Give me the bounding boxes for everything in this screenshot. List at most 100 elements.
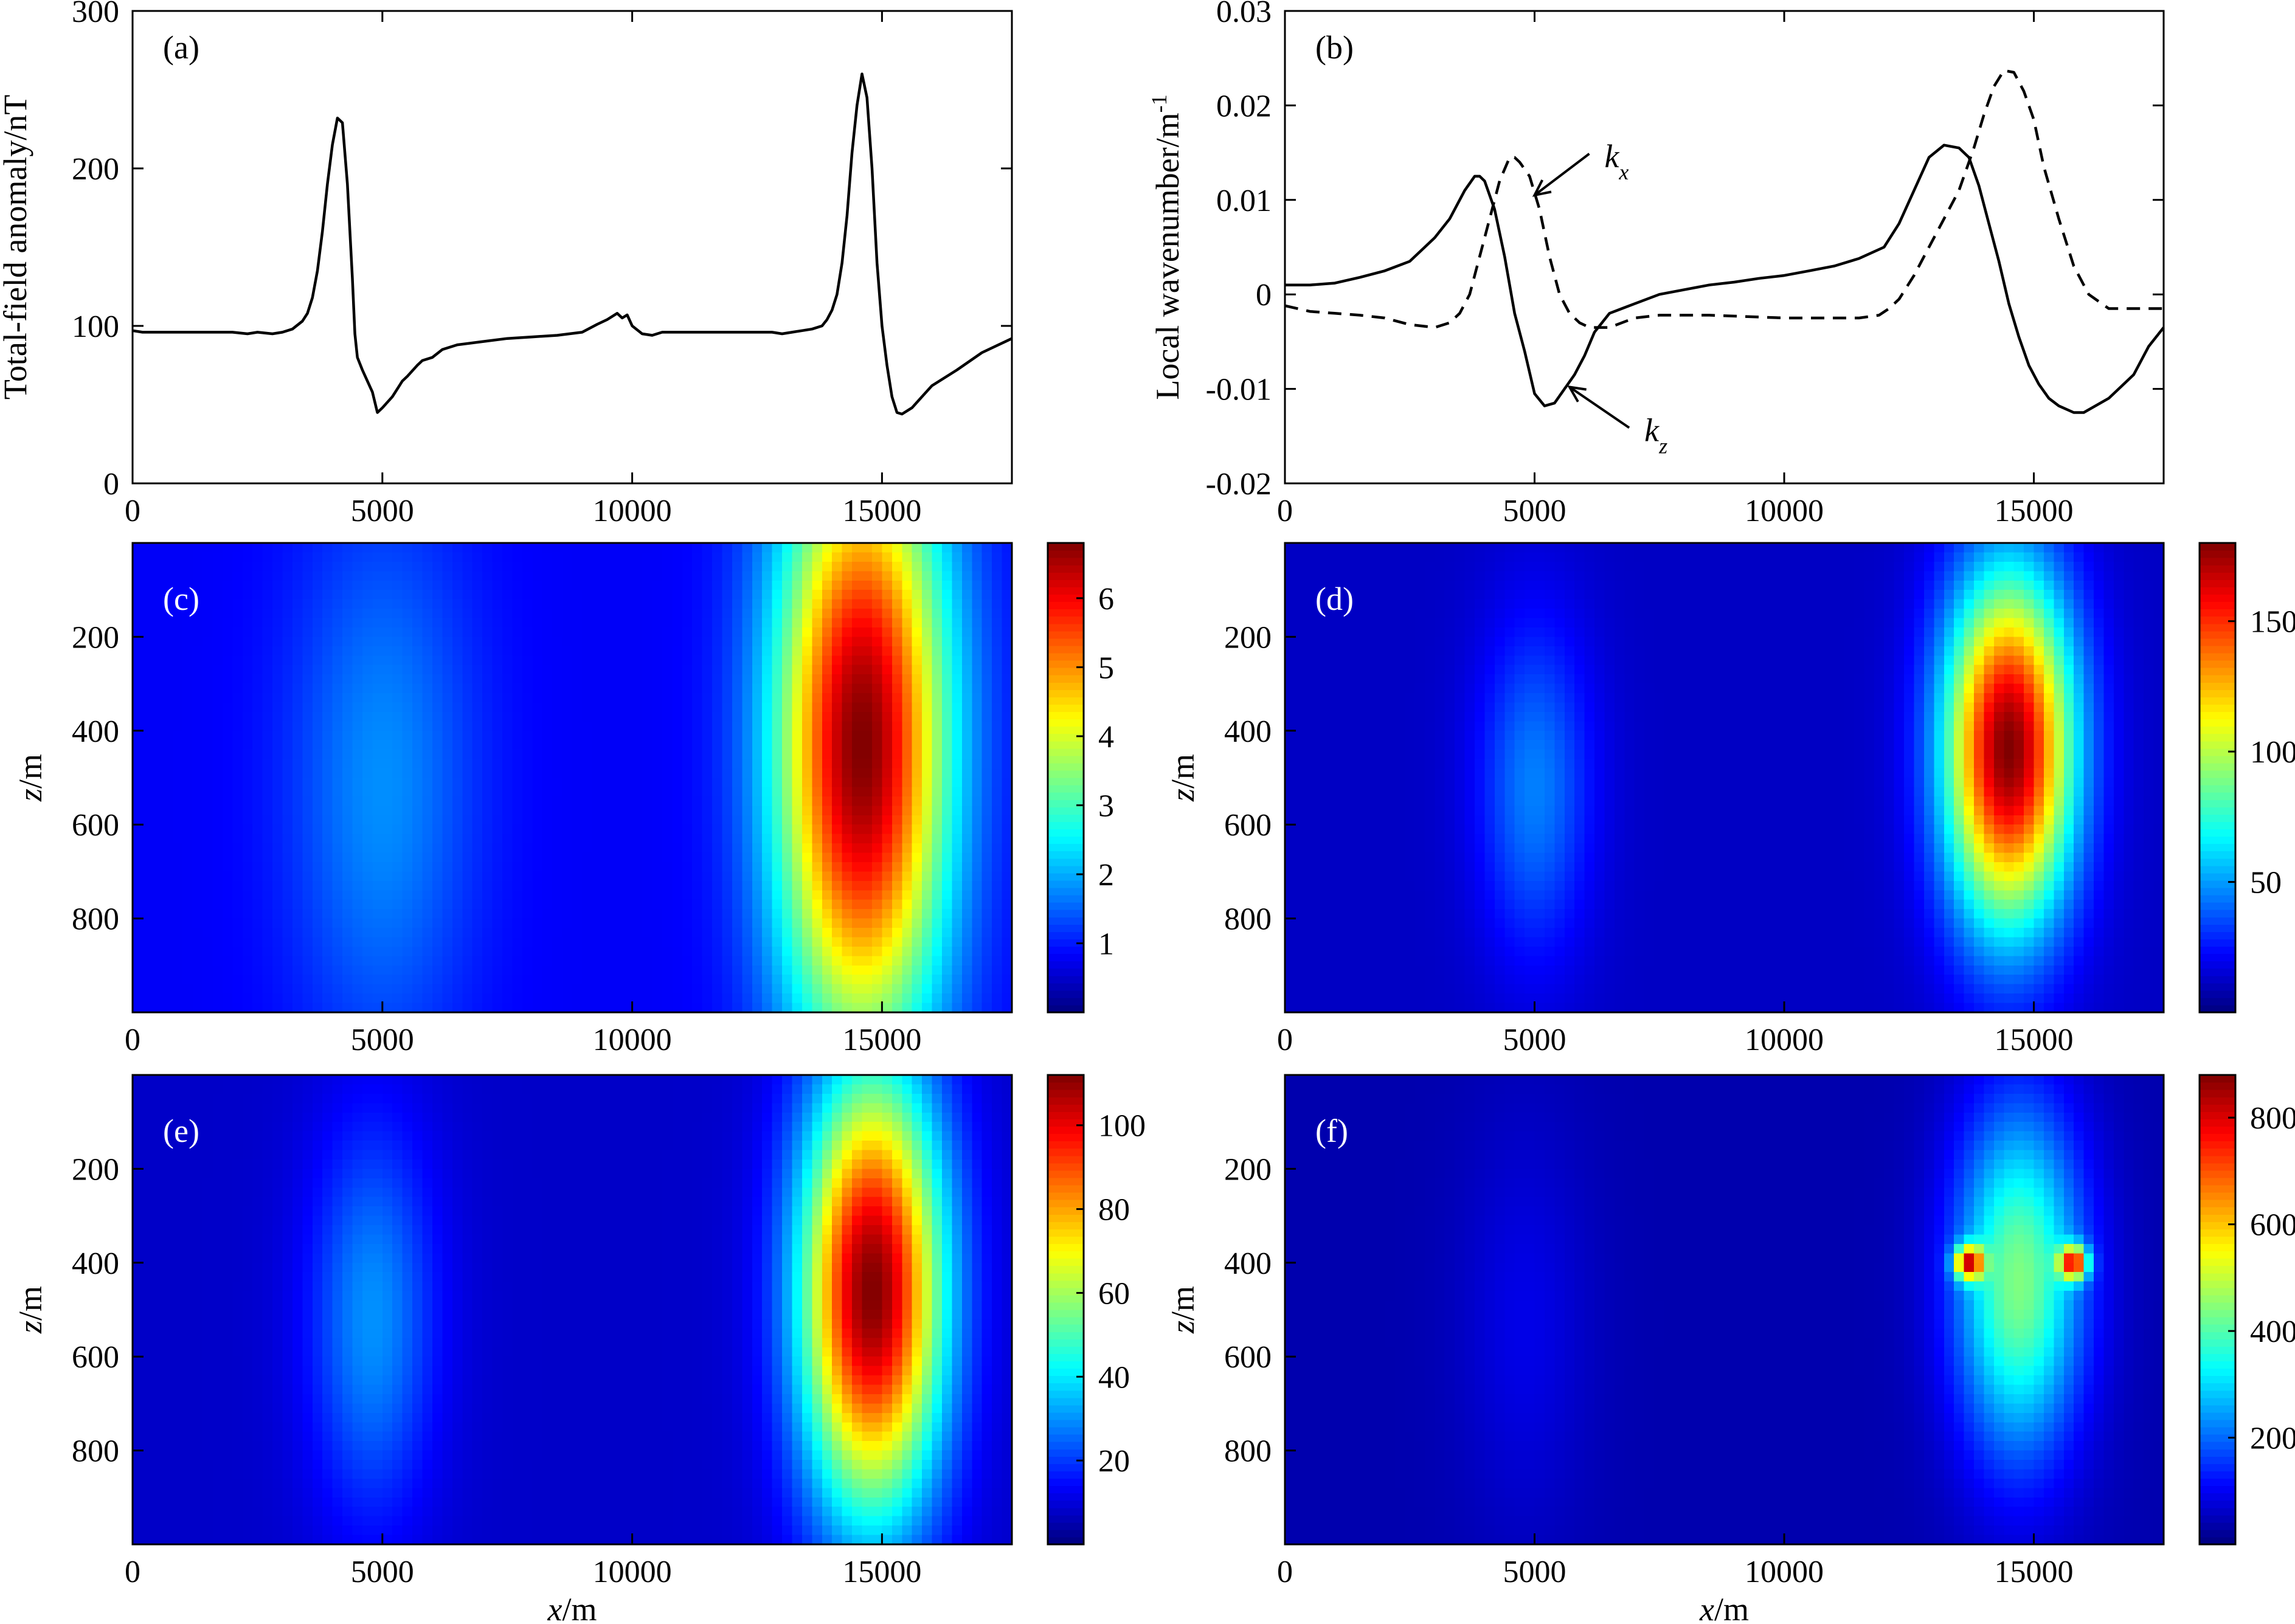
- heatmap-cell: [252, 721, 263, 731]
- heatmap-cell: [282, 665, 293, 675]
- heatmap-cell: [452, 806, 463, 816]
- heatmap-cell: [442, 665, 453, 675]
- heatmap-cell: [732, 571, 742, 581]
- heatmap-cell: [242, 702, 253, 713]
- heatmap-cell: [512, 683, 523, 694]
- heatmap-cell: [822, 730, 832, 741]
- colorbar-segment: [1048, 792, 1084, 800]
- heatmap-cell: [772, 1003, 783, 1013]
- heatmap-cell: [871, 890, 882, 900]
- heatmap-cell: [752, 580, 763, 590]
- heatmap-cell: [882, 880, 893, 891]
- heatmap-cell: [742, 674, 753, 685]
- heatmap-cell: [732, 984, 742, 994]
- heatmap-cell: [801, 834, 812, 844]
- heatmap-cell: [292, 618, 303, 628]
- heatmap-cell: [922, 937, 933, 947]
- heatmap-cell: [1295, 928, 1306, 938]
- heatmap-cell: [902, 928, 913, 938]
- heatmap-cell: [142, 702, 153, 713]
- heatmap-cell: [1324, 975, 1335, 985]
- heatmap-cell: [992, 768, 1003, 778]
- heatmap-cell: [842, 890, 853, 900]
- heatmap-cell: [312, 824, 323, 835]
- heatmap-cell: [632, 730, 643, 741]
- heatmap-cell: [382, 627, 393, 637]
- heatmap-cell: [133, 787, 144, 797]
- heatmap-cell: [922, 571, 933, 581]
- heatmap-cell: [842, 796, 853, 806]
- heatmap-cell: [182, 946, 193, 956]
- heatmap-cell: [682, 609, 693, 619]
- heatmap-cell: [1335, 618, 1346, 628]
- heatmap-cell: [292, 711, 303, 722]
- heatmap-cell: [1324, 937, 1335, 947]
- heatmap-cell: [801, 552, 812, 562]
- heatmap-cell: [852, 918, 863, 928]
- heatmap-cell: [652, 806, 663, 816]
- heatmap-cell: [1335, 740, 1346, 750]
- heatmap-cell: [882, 665, 893, 675]
- heatmap-cell: [952, 946, 963, 956]
- heatmap-cell: [782, 740, 793, 750]
- heatmap-cell: [402, 824, 413, 835]
- heatmap-cell: [542, 637, 553, 647]
- heatmap-cell: [1285, 787, 1296, 797]
- heatmap-cell: [902, 580, 913, 590]
- heatmap-cell: [502, 618, 513, 628]
- heatmap-cell: [562, 580, 573, 590]
- heatmap-cell: [1315, 956, 1326, 966]
- heatmap-cell: [1285, 618, 1296, 628]
- heatmap-cell: [952, 665, 963, 675]
- heatmap-cell: [612, 561, 623, 572]
- heatmap-cell: [922, 909, 933, 919]
- heatmap-cell: [402, 609, 413, 619]
- heatmap-cell: [402, 730, 413, 741]
- heatmap-cell: [832, 937, 843, 947]
- heatmap-cell: [1315, 721, 1326, 731]
- heatmap-cell: [732, 721, 742, 731]
- heatmap-cell: [712, 806, 723, 816]
- heatmap-cell: [192, 928, 203, 938]
- heatmap-cell: [162, 590, 173, 600]
- heatmap-cell: [522, 1003, 533, 1013]
- heatmap-cell: [702, 711, 713, 722]
- heatmap-cell: [322, 552, 333, 562]
- heatmap-cell: [792, 759, 803, 769]
- heatmap-cell: [612, 928, 623, 938]
- heatmap-cell: [961, 571, 972, 581]
- heatmap-cell: [142, 909, 153, 919]
- heatmap-cell: [602, 740, 613, 750]
- heatmap-cell: [981, 768, 992, 778]
- heatmap-cell: [742, 721, 753, 731]
- heatmap-cell: [742, 571, 753, 581]
- heatmap-cell: [912, 1003, 922, 1013]
- heatmap-cell: [252, 787, 263, 797]
- heatmap-cell: [412, 571, 423, 581]
- heatmap-cell: [522, 730, 533, 741]
- heatmap-cell: [922, 609, 933, 619]
- heatmap-cell: [212, 852, 223, 863]
- heatmap-cell: [412, 918, 423, 928]
- heatmap-cell: [352, 909, 363, 919]
- heatmap-cell: [522, 843, 533, 854]
- heatmap-cell: [772, 815, 783, 825]
- heatmap-cell: [542, 655, 553, 666]
- heatmap-cell: [961, 815, 972, 825]
- heatmap-cell: [232, 787, 243, 797]
- heatmap-cell: [1335, 646, 1346, 656]
- heatmap-cell: [742, 711, 753, 722]
- heatmap-cell: [1002, 880, 1012, 891]
- heatmap-cell: [572, 787, 583, 797]
- heatmap-cell: [722, 561, 733, 572]
- heatmap-cell: [1002, 843, 1012, 854]
- heatmap-cell: [932, 730, 943, 741]
- heatmap-cell: [1354, 899, 1365, 910]
- heatmap-cell: [522, 778, 533, 788]
- heatmap-cell: [961, 993, 972, 1004]
- heatmap-cell: [492, 918, 503, 928]
- heatmap-cell: [902, 843, 913, 854]
- heatmap-cell: [272, 993, 283, 1004]
- x-tick-label: 10000: [593, 1023, 672, 1057]
- heatmap-cell: [912, 946, 922, 956]
